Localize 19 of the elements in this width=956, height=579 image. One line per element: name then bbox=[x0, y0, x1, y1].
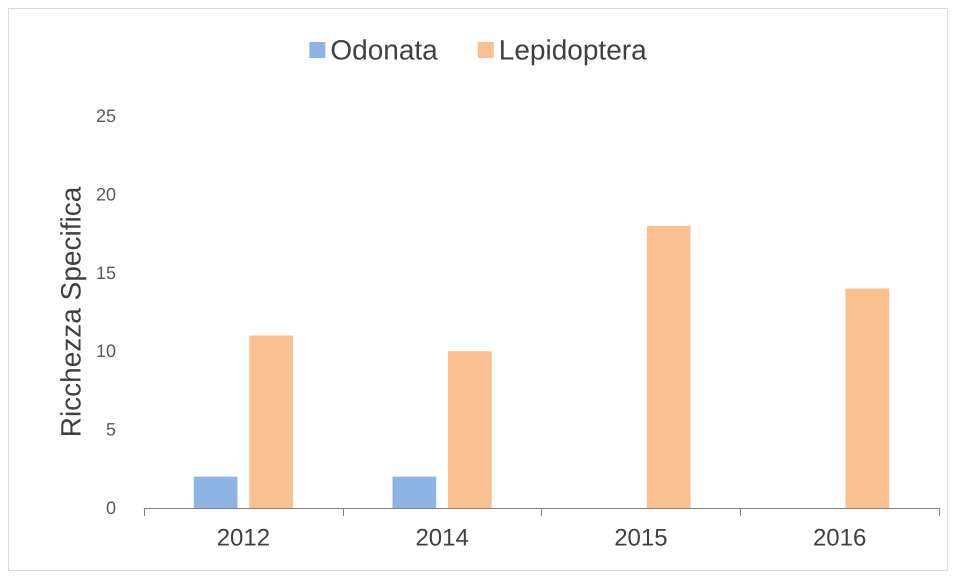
y-tick-label: 5 bbox=[106, 420, 116, 440]
bar bbox=[249, 336, 294, 508]
bar bbox=[392, 476, 436, 508]
y-tick-label: 25 bbox=[96, 106, 116, 126]
y-tick-label: 10 bbox=[96, 341, 116, 362]
y-tick-label: 0 bbox=[106, 498, 116, 518]
bar bbox=[448, 351, 492, 508]
legend-label: Odonata bbox=[330, 34, 438, 66]
x-tick-label: 2015 bbox=[614, 524, 668, 552]
x-tick-label: 2012 bbox=[216, 524, 270, 552]
legend-label: Lepidoptera bbox=[498, 34, 648, 66]
bar bbox=[646, 226, 691, 508]
bar bbox=[194, 476, 238, 508]
y-tick-label: 20 bbox=[96, 184, 116, 204]
x-tick-label: 2014 bbox=[415, 524, 469, 552]
y-tick-label: 15 bbox=[96, 262, 116, 283]
x-tick-label: 2016 bbox=[812, 524, 866, 552]
y-axis-title: Ricchezza Specifica bbox=[56, 186, 87, 438]
bar bbox=[846, 288, 890, 508]
